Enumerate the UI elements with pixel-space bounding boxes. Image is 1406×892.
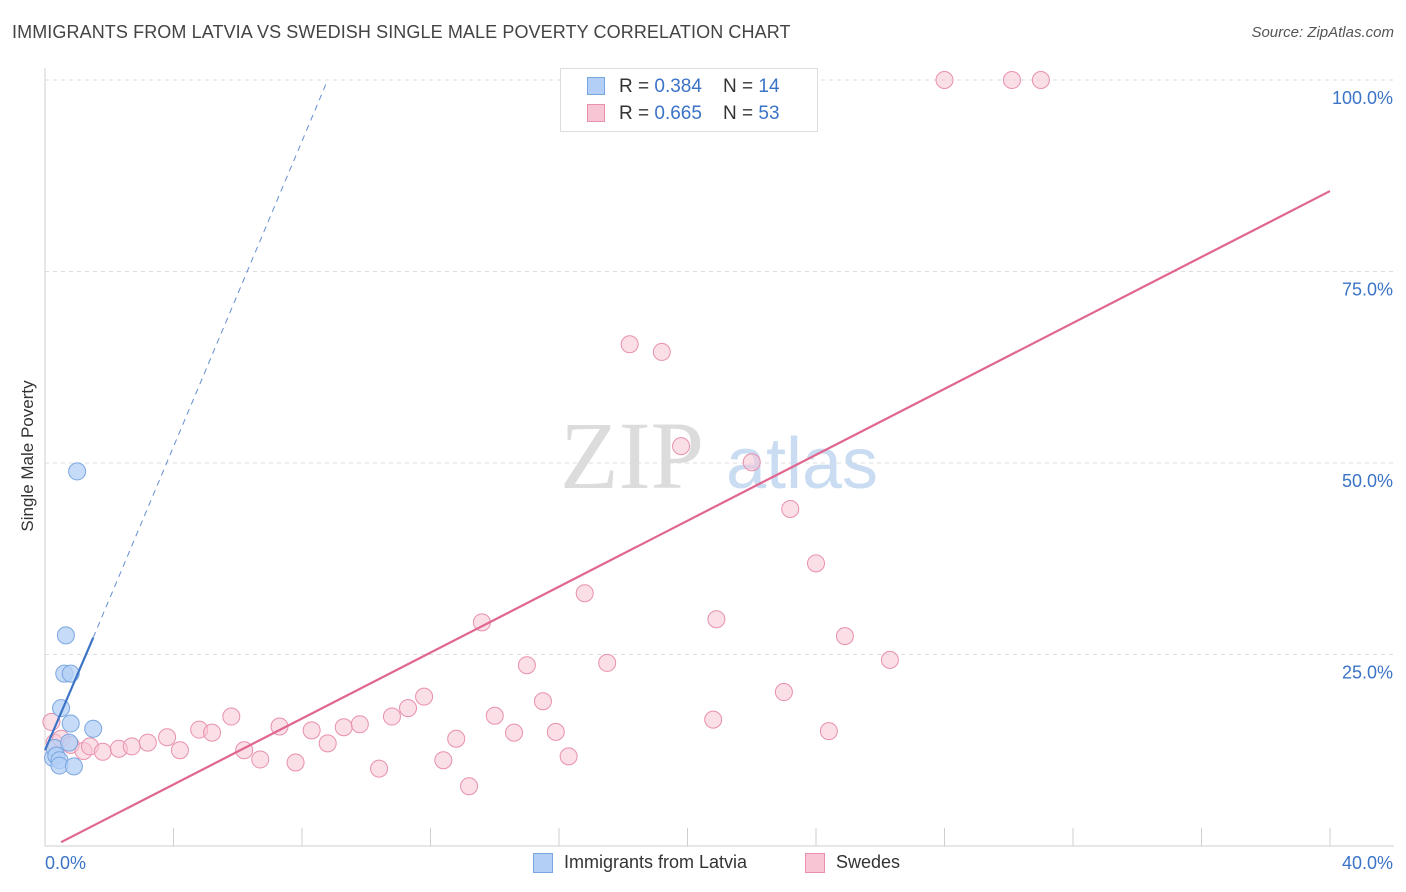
legend-row-swedes: R = 0.665 N = 53: [587, 102, 780, 126]
swedes-point: [382, 707, 401, 726]
swedes-points: [42, 71, 1050, 796]
swedes-point: [170, 741, 189, 760]
swedes-point: [505, 723, 524, 742]
swedes-point: [334, 718, 353, 737]
r-value-swedes: 0.665: [654, 103, 702, 124]
swedes-point: [251, 750, 270, 769]
swedes-point: [203, 723, 222, 742]
swedes-point: [1002, 71, 1021, 89]
latvia-point: [60, 733, 79, 752]
n-label: N =: [723, 103, 759, 124]
swedes-point: [533, 692, 552, 711]
swedes-legend-label: Swedes: [836, 852, 901, 872]
swedes-point: [122, 737, 141, 756]
watermark: ZIP atlas: [560, 402, 878, 509]
swedes-point: [1031, 71, 1050, 89]
latvia-trend-extension: [92, 79, 329, 638]
x-tick-labels: 0.0% 40.0%: [45, 853, 1393, 873]
trend-lines: [43, 79, 1331, 844]
latvia-points: [44, 462, 103, 776]
swedes-point: [707, 610, 726, 629]
swedes-point: [807, 554, 825, 573]
series-legend: Immigrants from Latvia Swedes: [0, 852, 1406, 878]
legend-item-swedes[interactable]: Swedes: [805, 852, 900, 873]
swedes-point: [742, 453, 761, 472]
swedes-point: [222, 707, 241, 726]
grid-lines: [45, 79, 1394, 655]
swedes-point: [158, 728, 177, 747]
swedes-point: [559, 747, 578, 766]
swedes-point: [774, 683, 793, 702]
swedes-point: [546, 722, 565, 741]
watermark-zip: ZIP: [560, 402, 704, 509]
swedes-point: [517, 656, 536, 675]
latvia-point: [56, 626, 75, 645]
swedes-point: [620, 335, 639, 354]
y-tick-label: 100.0%: [1332, 88, 1393, 108]
y-tick-labels: 25.0% 50.0% 75.0% 100.0%: [1332, 88, 1393, 683]
latvia-legend-swatch: [533, 852, 553, 873]
swedes-point: [460, 777, 479, 796]
swedes-point: [286, 753, 305, 772]
swedes-point: [434, 751, 453, 770]
swedes-point: [447, 729, 466, 748]
swedes-point: [781, 499, 800, 518]
r-label: R =: [619, 103, 655, 124]
swedes-point: [399, 699, 418, 718]
swedes-point: [819, 722, 838, 741]
latvia-swatch: [587, 77, 605, 95]
r-label: R =: [619, 76, 655, 97]
swedes-swatch: [587, 104, 605, 122]
n-value-swedes: 53: [758, 103, 780, 124]
y-tick-label: 75.0%: [1342, 280, 1393, 300]
legend-row-latvia: R = 0.384 N = 14: [587, 75, 780, 99]
swedes-legend-swatch: [805, 852, 825, 873]
swedes-point: [835, 627, 854, 646]
n-value-latvia: 14: [758, 76, 780, 97]
latvia-point: [61, 714, 80, 733]
swedes-point: [370, 759, 389, 778]
swedes-point: [415, 687, 434, 706]
swedes-point: [93, 742, 112, 761]
source-label: Source: ZipAtlas.com: [1251, 24, 1394, 41]
swedes-point: [350, 715, 369, 734]
axes: [44, 68, 1394, 847]
y-axis-label: Single Male Poverty: [18, 380, 37, 532]
swedes-point: [880, 650, 899, 669]
swedes-point: [318, 734, 337, 753]
x-tick-label: 40.0%: [1342, 853, 1393, 873]
n-label: N =: [723, 76, 759, 97]
swedes-point: [704, 710, 723, 729]
legend-item-latvia[interactable]: Immigrants from Latvia: [533, 852, 747, 873]
swedes-point: [575, 584, 594, 603]
y-tick-label: 50.0%: [1342, 471, 1393, 491]
y-tick-label: 25.0%: [1342, 663, 1393, 683]
swedes-point: [652, 342, 671, 361]
swedes-trend-line: [60, 190, 1331, 844]
latvia-point: [64, 757, 83, 776]
latvia-trend-line: [43, 637, 95, 751]
correlation-legend: R = 0.384 N = 14 R = 0.665 N = 53: [560, 68, 818, 132]
swedes-point: [138, 733, 157, 752]
swedes-point: [672, 437, 691, 456]
r-value-latvia: 0.384: [654, 76, 702, 97]
latvia-point: [68, 462, 87, 481]
swedes-point: [485, 706, 504, 725]
swedes-point: [598, 653, 617, 672]
x-tick-label: 0.0%: [45, 853, 86, 873]
latvia-legend-label: Immigrants from Latvia: [564, 852, 748, 872]
swedes-point: [935, 71, 954, 89]
latvia-point: [84, 719, 103, 738]
chart-title: IMMIGRANTS FROM LATVIA VS SWEDISH SINGLE…: [12, 22, 791, 42]
swedes-point: [302, 721, 321, 740]
